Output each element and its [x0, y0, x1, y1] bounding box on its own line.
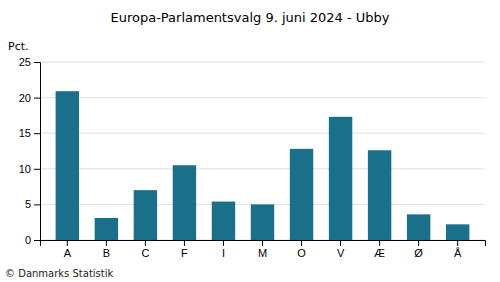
y-tick: 15: [19, 127, 40, 139]
x-tick: Å: [454, 240, 462, 259]
y-tick-label: 15: [19, 127, 31, 139]
y-axis: 0 5 10 15 20 25: [19, 56, 41, 246]
grid-line: [40, 168, 485, 169]
x-tick-mark: [379, 240, 380, 246]
grid-line: [40, 97, 485, 98]
y-tick-label: 0: [25, 234, 31, 246]
x-tick: B: [103, 240, 110, 259]
y-tick: 25: [19, 56, 40, 68]
bar: [407, 214, 430, 240]
y-tick: 5: [25, 198, 40, 210]
x-tick: V: [337, 240, 345, 259]
grid-line: [40, 62, 485, 63]
x-tick: C: [141, 240, 149, 259]
y-axis-label: Pct.: [8, 40, 29, 53]
x-tick-mark: [418, 240, 419, 246]
x-tick-label: Ø: [414, 247, 423, 259]
x-tick: M: [258, 240, 267, 259]
x-tick-mark: [145, 240, 146, 246]
bar: [251, 204, 274, 240]
y-tick-mark: [34, 133, 40, 134]
bar: [134, 190, 157, 240]
y-tick-mark: [34, 204, 40, 205]
x-tick-mark: [223, 240, 224, 246]
x-tick: F: [181, 240, 188, 259]
chart: Europa-Parlamentsvalg 9. juni 2024 - Ubb…: [0, 0, 500, 282]
x-tick-mark: [262, 240, 263, 246]
y-tick-mark: [34, 98, 40, 99]
x-tick-mark: [67, 240, 68, 246]
x-tick-label: C: [141, 247, 149, 259]
x-tick-mark: [184, 240, 185, 246]
x-tick-mark: [301, 240, 302, 246]
y-tick-mark: [34, 62, 40, 63]
x-tick: O: [297, 240, 306, 259]
bar: [290, 149, 313, 240]
x-tick-label: I: [222, 247, 225, 259]
x-axis-line: [41, 241, 486, 247]
x-tick-mark: [340, 240, 341, 246]
footer: © Danmarks Statistik: [5, 268, 114, 279]
x-tick-mark: [457, 240, 458, 246]
y-tick: 10: [19, 163, 40, 175]
y-tick-label: 5: [25, 198, 31, 210]
x-tick-label: Å: [454, 247, 462, 259]
plot: A B C F I M O V Æ Ø Å 0 5 10 15 20 25: [19, 56, 486, 259]
bars: [56, 91, 470, 240]
x-tick-label: V: [337, 247, 345, 259]
grid-line: [40, 133, 485, 134]
x-tick-label: F: [181, 247, 188, 259]
y-tick-mark: [34, 169, 40, 170]
y-tick: 20: [19, 92, 40, 104]
y-tick-label: 20: [19, 92, 31, 104]
y-axis-line: [34, 63, 41, 241]
x-tick-mark: [106, 240, 107, 246]
bar: [56, 91, 79, 240]
y-tick-label: 25: [19, 56, 31, 68]
title: Europa-Parlamentsvalg 9. juni 2024 - Ubb…: [110, 10, 389, 25]
x-tick-label: Æ: [374, 247, 385, 259]
x-tick: Æ: [374, 240, 385, 259]
x-tick-label: B: [103, 247, 110, 259]
bar: [212, 202, 235, 240]
x-tick: A: [64, 240, 72, 259]
x-tick: Ø: [414, 240, 423, 259]
bar: [329, 117, 352, 240]
x-axis: ABCFIMOVÆØÅ: [41, 240, 486, 259]
grid: [40, 62, 485, 240]
x-tick: I: [222, 240, 225, 259]
x-tick-label: O: [297, 247, 306, 259]
y-tick-label: 10: [19, 163, 31, 175]
bar: [446, 224, 469, 240]
y-tick: 0: [25, 234, 40, 246]
x-tick-label: M: [258, 247, 267, 259]
x-tick-label: A: [64, 247, 72, 259]
y-tick-mark: [34, 240, 40, 241]
bar: [368, 150, 391, 240]
bar: [173, 165, 196, 240]
bar: [95, 218, 118, 240]
